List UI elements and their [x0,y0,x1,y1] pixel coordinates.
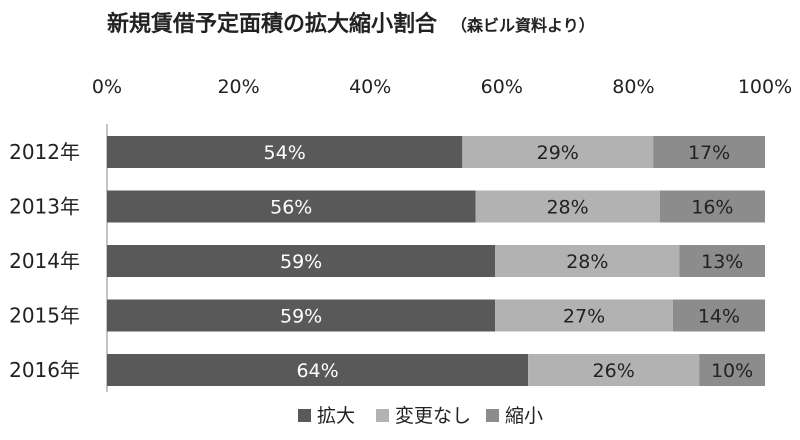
bar-segment [107,299,496,332]
bar-segment [107,136,463,168]
legend-label: 拡大 [317,405,355,427]
chart-title: 新規賃借予定面積の拡大縮小割合 （森ビル資料より） [107,6,595,38]
data-label: 59% [280,306,322,328]
x-tick-label: 80% [612,76,654,98]
bar-segment [107,354,529,386]
bar-segment [107,190,476,223]
chart-subtitle: （森ビル資料より） [451,16,595,35]
category-label: 2012年 [9,140,80,164]
category-label: 2013年 [9,195,80,219]
data-label: 13% [701,251,743,273]
legend-label: 縮小 [505,405,543,427]
legend-swatch [486,409,499,422]
x-tick-label: 40% [349,76,391,98]
data-label: 26% [593,360,635,382]
legend-swatch [298,409,311,422]
category-label: 2014年 [9,249,80,273]
category-label: 2015年 [9,304,80,328]
data-label: 54% [264,142,306,164]
data-label: 29% [537,142,579,164]
data-label: 59% [280,251,322,273]
x-tick-label: 100% [738,76,792,98]
bar-segment [475,190,660,223]
x-tick-label: 60% [481,76,523,98]
bar-segment [528,354,700,386]
bar-segment [462,136,654,168]
bar-segment [495,245,680,277]
data-label: 27% [563,306,605,328]
legend-swatch [376,409,389,422]
bar-segment [672,299,765,332]
bar-segment [495,299,673,332]
data-label: 17% [688,142,730,164]
data-label: 14% [698,306,740,328]
x-tick-label: 20% [217,76,259,98]
bar-segment [653,136,765,168]
data-label: 64% [296,360,338,382]
x-tick-label: 0% [92,76,122,98]
data-label: 16% [691,197,733,219]
category-label: 2016年 [9,358,80,382]
legend-label: 変更なし [395,405,471,427]
data-label: 56% [270,197,312,219]
data-label: 28% [546,197,588,219]
bar-segment [107,245,496,277]
data-label: 10% [711,360,753,382]
data-label: 28% [566,251,608,273]
bar-segment [679,245,765,277]
bar-segment [699,354,765,386]
bar-segment [659,190,765,223]
chart-title-text: 新規賃借予定面積の拡大縮小割合 [107,12,438,37]
